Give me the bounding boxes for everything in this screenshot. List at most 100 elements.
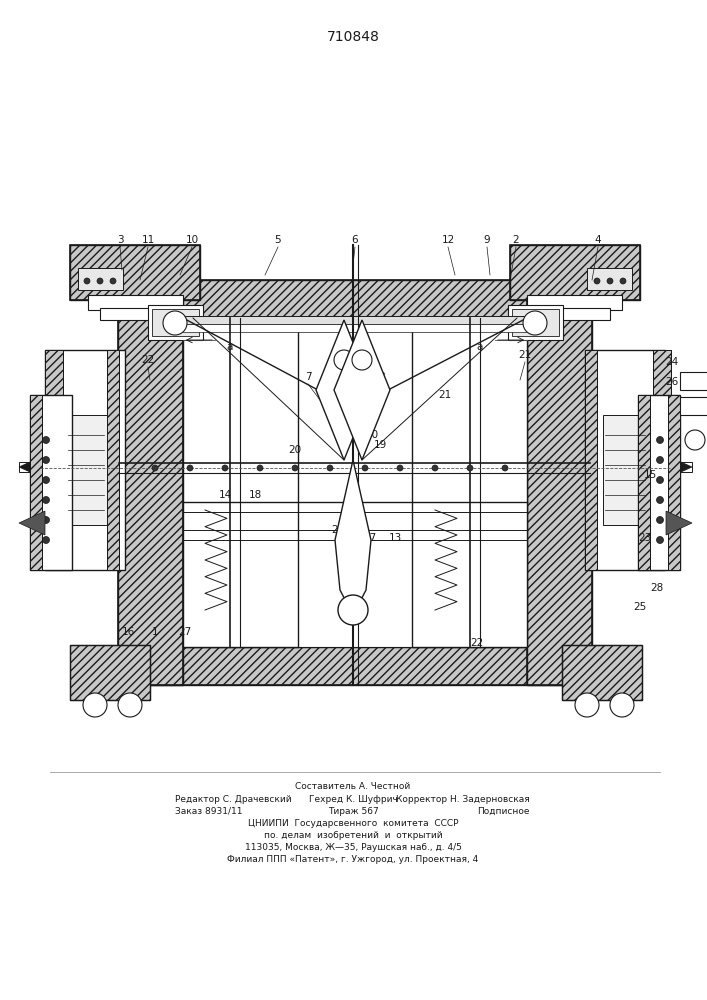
Circle shape — [338, 595, 368, 625]
Polygon shape — [19, 511, 45, 535]
Bar — [70, 645, 150, 700]
Circle shape — [42, 496, 49, 504]
Bar — [30, 395, 42, 570]
Bar — [587, 268, 632, 290]
Text: 15: 15 — [643, 470, 657, 480]
Text: Составитель А. Честной: Составитель А. Честной — [296, 782, 411, 791]
Bar — [562, 645, 642, 700]
Bar — [107, 350, 119, 570]
Text: 13: 13 — [388, 533, 402, 543]
Bar — [647, 462, 692, 472]
Circle shape — [327, 465, 333, 471]
Bar — [118, 280, 183, 685]
Bar — [100, 308, 165, 320]
Bar — [585, 350, 597, 570]
Text: 18: 18 — [248, 490, 262, 500]
Text: 22: 22 — [470, 638, 484, 648]
Circle shape — [594, 278, 600, 284]
Bar — [118, 647, 592, 685]
Bar — [412, 318, 527, 647]
Text: 9: 9 — [484, 235, 491, 245]
Text: 12: 12 — [441, 235, 455, 245]
Circle shape — [257, 465, 263, 471]
Bar — [183, 318, 298, 647]
Bar — [585, 350, 665, 570]
Circle shape — [118, 693, 142, 717]
Circle shape — [432, 465, 438, 471]
Text: 113035, Москва, Ж—35, Раушская наб., д. 4/5: 113035, Москва, Ж—35, Раушская наб., д. … — [245, 843, 462, 852]
Bar — [30, 395, 72, 570]
Bar — [63, 415, 107, 525]
Text: 3: 3 — [117, 235, 123, 245]
Text: 27: 27 — [178, 627, 192, 637]
Circle shape — [42, 536, 49, 544]
Text: 25: 25 — [332, 525, 344, 535]
Text: 4: 4 — [595, 235, 602, 245]
Text: 30: 30 — [366, 430, 378, 440]
Bar — [512, 309, 559, 336]
Text: 1: 1 — [152, 627, 158, 637]
Bar — [653, 350, 671, 570]
Text: Заказ 8931/11: Заказ 8931/11 — [175, 807, 243, 816]
Bar — [668, 395, 680, 570]
Bar — [638, 395, 650, 570]
Circle shape — [83, 693, 107, 717]
Bar — [668, 395, 680, 570]
Text: ЦНИИПИ  Государсвенного  комитета  СССР: ЦНИИПИ Государсвенного комитета СССР — [247, 819, 458, 828]
Circle shape — [523, 311, 547, 335]
Bar — [653, 350, 671, 570]
Circle shape — [502, 465, 508, 471]
Text: 28: 28 — [650, 583, 664, 593]
Text: 23: 23 — [638, 533, 652, 543]
Circle shape — [467, 465, 473, 471]
Circle shape — [657, 496, 663, 504]
Bar — [45, 350, 63, 570]
Text: 25: 25 — [633, 602, 647, 612]
Bar — [107, 350, 119, 570]
Bar — [88, 295, 183, 310]
Text: 21: 21 — [438, 390, 452, 400]
Circle shape — [352, 350, 372, 370]
Circle shape — [222, 465, 228, 471]
Bar — [148, 305, 203, 340]
Bar — [638, 395, 680, 570]
Text: 21: 21 — [518, 350, 532, 360]
Circle shape — [110, 278, 116, 284]
Circle shape — [84, 278, 90, 284]
Text: 2: 2 — [513, 235, 520, 245]
Text: Филиал ППП «Патент», г. Ужгород, ул. Проектная, 4: Филиал ППП «Патент», г. Ужгород, ул. Про… — [228, 855, 479, 864]
Circle shape — [610, 693, 634, 717]
Bar — [527, 295, 622, 310]
Polygon shape — [335, 460, 371, 615]
Bar — [680, 372, 707, 390]
Circle shape — [685, 430, 705, 450]
Bar — [585, 350, 597, 570]
Polygon shape — [316, 320, 372, 460]
Text: 710848: 710848 — [327, 30, 380, 44]
Bar — [70, 245, 200, 300]
Bar — [19, 462, 64, 472]
Bar — [527, 280, 592, 685]
Bar — [45, 350, 63, 570]
Bar — [118, 280, 592, 318]
Bar — [152, 309, 199, 336]
Circle shape — [334, 350, 354, 370]
Text: a: a — [477, 342, 483, 352]
Text: Корректор Н. Задерновская: Корректор Н. Задерновская — [396, 795, 530, 804]
Circle shape — [187, 465, 193, 471]
Bar — [118, 280, 183, 685]
Bar — [30, 395, 42, 570]
Circle shape — [657, 536, 663, 544]
Text: Гехред К. Шуфрич: Гехред К. Шуфрич — [309, 795, 397, 804]
Bar — [183, 324, 527, 332]
Circle shape — [42, 436, 49, 444]
Circle shape — [607, 278, 613, 284]
Circle shape — [657, 456, 663, 464]
Text: 8: 8 — [379, 372, 385, 382]
Bar — [510, 245, 640, 300]
Circle shape — [42, 516, 49, 524]
Bar — [562, 645, 642, 700]
Polygon shape — [19, 462, 30, 472]
Bar — [70, 645, 150, 700]
Text: 10: 10 — [185, 235, 199, 245]
